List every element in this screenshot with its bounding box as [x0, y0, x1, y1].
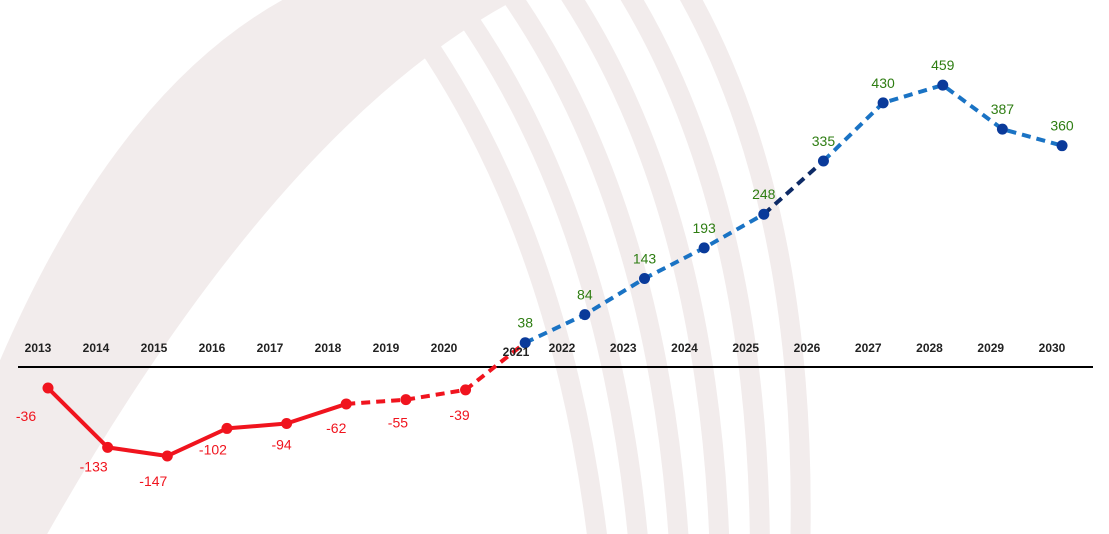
watermark-stroke — [11, 0, 495, 534]
x-tick-label-2019: 2019 — [373, 341, 400, 355]
data-point-2028 — [937, 79, 949, 91]
data-point-2027 — [877, 97, 889, 109]
data-point-2023 — [639, 272, 650, 284]
x-tick-label-2017: 2017 — [257, 341, 284, 355]
data-label-2016: -102 — [199, 441, 227, 457]
data-label-2020: -39 — [449, 407, 469, 423]
watermark-stroke — [383, 0, 607, 534]
watermark-stroke — [442, 0, 648, 534]
data-label-2022: 84 — [577, 287, 593, 303]
series-segment-dashed — [762, 159, 825, 216]
data-point-2017 — [281, 418, 293, 430]
data-label-2014: -133 — [80, 458, 108, 474]
data-point-2020 — [460, 384, 472, 396]
x-tick-label-2030: 2030 — [1039, 341, 1066, 355]
watermark-stroke — [0, 0, 432, 534]
x-tick-label-2029: 2029 — [977, 341, 1004, 355]
x-tick-label-2025: 2025 — [732, 341, 759, 355]
data-point-2026 — [817, 155, 829, 167]
data-label-2029: 387 — [991, 101, 1015, 117]
x-tick-label-2026: 2026 — [794, 341, 821, 355]
x-tick-label-2015: 2015 — [141, 341, 168, 355]
data-label-2028: 459 — [931, 57, 955, 73]
watermark-stroke — [0, 0, 360, 457]
x-tick-label-2020: 2020 — [431, 341, 458, 355]
data-label-2026: 335 — [812, 133, 836, 149]
data-point-2018 — [340, 398, 352, 410]
x-tick-label-2024: 2024 — [671, 341, 698, 355]
data-point-2024 — [698, 242, 710, 254]
x-tick-label-2027: 2027 — [855, 341, 882, 355]
x-tick-label-2021: 2021 — [503, 345, 530, 359]
x-tick-label-2013: 2013 — [25, 341, 52, 355]
data-point-2015 — [161, 450, 173, 462]
x-tick-label-2022: 2022 — [549, 341, 576, 355]
data-point-2013 — [42, 382, 54, 394]
watermark-stroke — [0, 0, 333, 419]
series-segment-solid — [46, 386, 347, 458]
watermark-stroke — [21, 0, 515, 534]
watermark-stroke — [679, 0, 811, 534]
data-label-2013: -36 — [16, 408, 36, 424]
watermark-stroke — [0, 0, 409, 518]
data-label-2019: -55 — [388, 415, 408, 431]
data-label-2027: 430 — [871, 75, 895, 91]
x-tick-label-2018: 2018 — [315, 341, 342, 355]
data-point-2029 — [996, 123, 1008, 135]
data-label-2021: 38 — [517, 315, 533, 331]
series-segment-dashed — [346, 341, 527, 406]
data-label-2030: 360 — [1050, 118, 1074, 134]
watermark-stroke — [561, 0, 730, 534]
data-point-2014 — [102, 441, 114, 453]
data-point-2016 — [221, 422, 233, 434]
x-tick-label-2014: 2014 — [83, 341, 110, 355]
watermark-stroke — [0, 0, 454, 534]
watermark-background — [0, 0, 811, 534]
data-point-2019 — [400, 394, 412, 406]
watermark-stroke — [501, 0, 689, 534]
data-label-2015: -147 — [139, 473, 167, 489]
watermark-stroke — [0, 0, 386, 489]
series-segment-dashed — [822, 83, 1063, 163]
data-label-2017: -94 — [271, 437, 291, 453]
data-label-2025: 248 — [752, 186, 776, 202]
x-tick-label-2028: 2028 — [916, 341, 943, 355]
x-tick-label-2023: 2023 — [610, 341, 637, 355]
data-point-2021 — [519, 337, 531, 349]
data-point-2022 — [579, 309, 591, 321]
x-tick-label-2016: 2016 — [199, 341, 226, 355]
data-label-2024: 193 — [692, 220, 716, 236]
data-label-2018: -62 — [326, 420, 346, 436]
data-point-2025 — [758, 208, 770, 220]
data-point-2030 — [1056, 140, 1068, 152]
data-label-2023: 143 — [633, 250, 657, 266]
